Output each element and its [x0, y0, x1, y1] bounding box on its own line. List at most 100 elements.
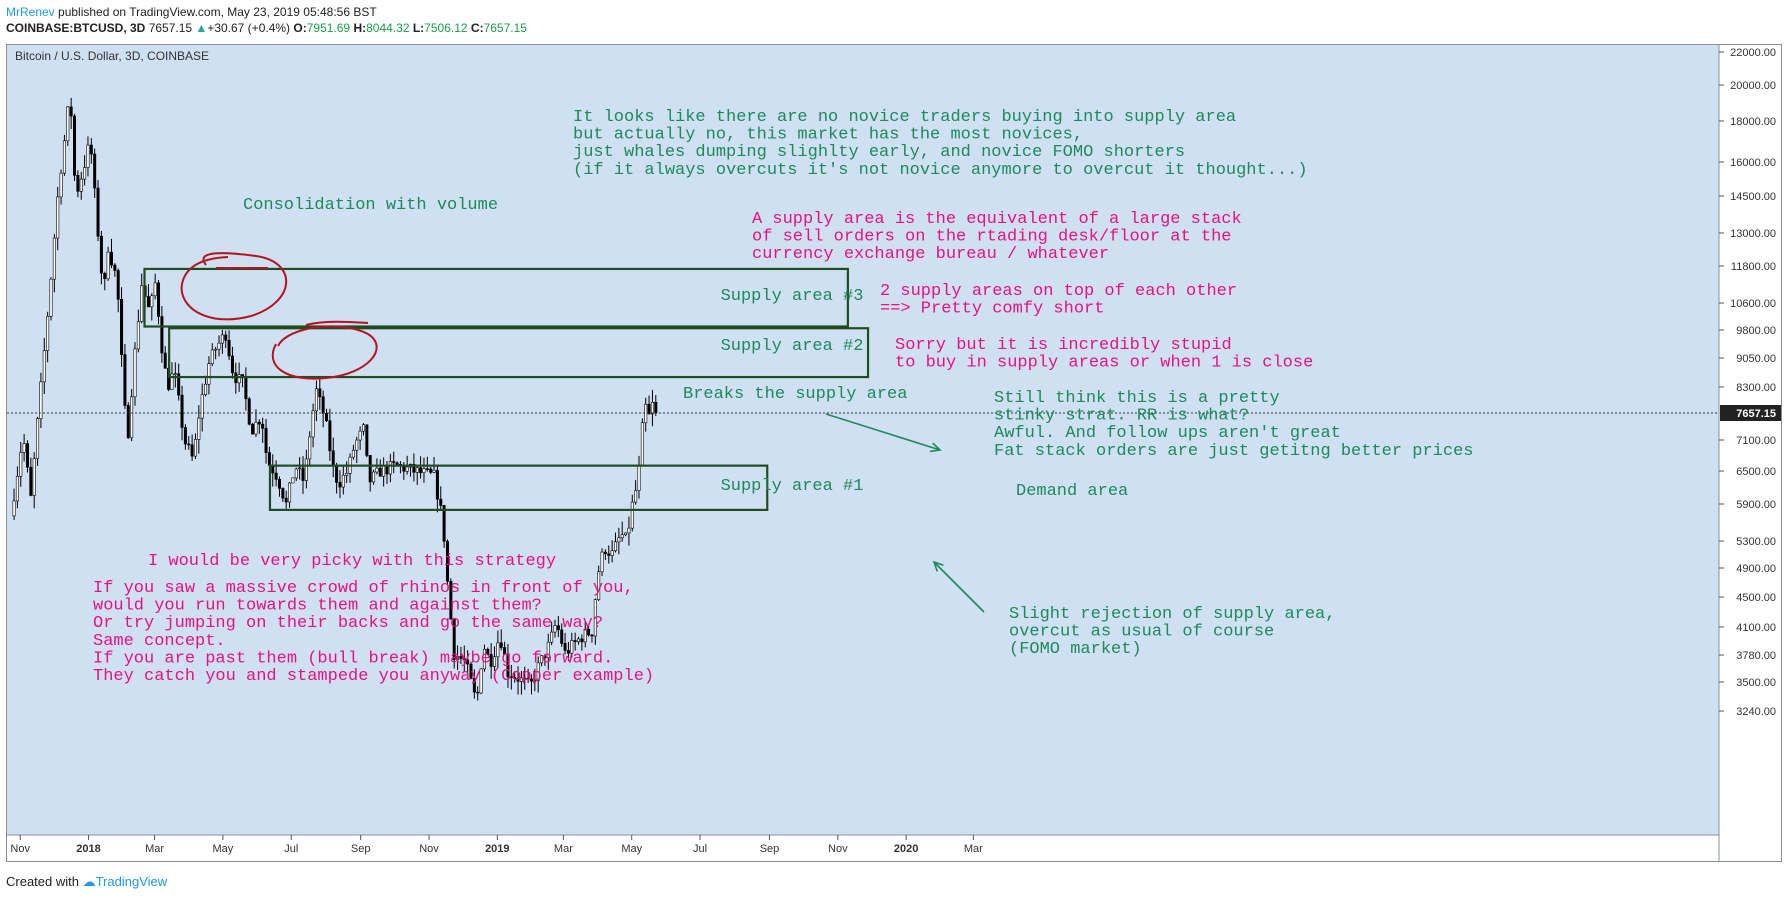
- candle-body: [630, 501, 634, 529]
- candle-body: [59, 172, 63, 198]
- candle-body: [267, 452, 271, 466]
- candle-body: [335, 465, 339, 483]
- candle-body: [536, 662, 540, 681]
- x-tick-label: 2020: [894, 843, 918, 855]
- candle-body: [499, 642, 503, 648]
- y-tick-label: 3500.00: [1736, 677, 1776, 689]
- candle-body: [217, 342, 221, 350]
- candle-body: [281, 488, 285, 499]
- candle-body: [321, 396, 325, 414]
- candle-body: [476, 691, 480, 694]
- candle-body: [425, 468, 429, 470]
- y-tick-label: 5900.00: [1736, 499, 1776, 511]
- x-tick-label: 2019: [485, 843, 509, 855]
- candle-body: [96, 187, 100, 237]
- plot-background: [7, 45, 1719, 835]
- candle-body: [103, 272, 107, 280]
- annotation-rhinos: They catch you and stampede you anyway (…: [93, 667, 654, 686]
- candle-body: [395, 462, 399, 465]
- candle-body: [341, 474, 345, 488]
- candle-body: [415, 467, 419, 473]
- candle-body: [513, 677, 517, 679]
- candle-body: [392, 461, 396, 464]
- y-tick-label: 5300.00: [1736, 536, 1776, 548]
- candle-body: [109, 251, 113, 266]
- candle-body: [106, 251, 110, 280]
- candle-body: [157, 282, 161, 317]
- candle-body: [570, 640, 574, 654]
- x-tick-label: 2018: [76, 843, 100, 855]
- candle-body: [573, 640, 577, 643]
- candle-body: [509, 676, 513, 679]
- candle-body: [207, 363, 211, 385]
- candle-body: [314, 388, 318, 412]
- open-label: O:: [290, 21, 307, 35]
- candle-body: [355, 439, 359, 451]
- candle-body: [69, 106, 73, 117]
- candle-body: [603, 551, 607, 555]
- candle-body: [56, 196, 60, 239]
- axis-background: [1719, 45, 1781, 861]
- footer: Created with ☁TradingView: [6, 874, 167, 890]
- candle-body: [479, 668, 483, 694]
- candle-body: [566, 650, 570, 654]
- x-tick-label: Nov: [10, 843, 30, 855]
- candle-body: [277, 479, 281, 489]
- x-tick-label: Nov: [828, 843, 848, 855]
- candle-body: [183, 427, 187, 445]
- y-tick-label: 22000.00: [1730, 47, 1776, 59]
- candle-body: [214, 348, 218, 351]
- last-price-label: 7657.15: [1736, 408, 1776, 420]
- y-tick-label: 4900.00: [1736, 563, 1776, 575]
- candle-body: [365, 424, 369, 456]
- annotation-rhinos: If you are past them (bull break) maybe …: [93, 649, 613, 668]
- supply-area-3-box: [143, 267, 849, 328]
- tradingview-logo-icon[interactable]: ☁: [82, 874, 96, 889]
- candle-body: [220, 334, 224, 344]
- candle-body: [640, 422, 644, 466]
- candle-body: [197, 417, 201, 440]
- candle-body: [361, 424, 365, 432]
- y-tick-label: 10600.00: [1730, 298, 1776, 310]
- candle-body: [318, 388, 322, 398]
- candle-body: [22, 443, 26, 453]
- annotation-breaks: Breaks the supply area: [683, 385, 907, 404]
- candle-body: [133, 348, 137, 398]
- demand-area-label: Demand area: [1016, 482, 1128, 501]
- x-tick-label: Jul: [284, 843, 298, 855]
- candle-body: [482, 648, 486, 670]
- annotation-novice-traders: (if it always overcuts it's not novice a…: [573, 161, 1308, 180]
- candle-body: [489, 654, 493, 667]
- author-name[interactable]: MrRenev: [6, 5, 55, 19]
- candle-body: [76, 175, 80, 192]
- annotation-novice-traders: It looks like there are no novice trader…: [573, 108, 1236, 127]
- annotation-sorry: Sorry but it is incredibly stupid: [895, 336, 1232, 355]
- candle-body: [311, 410, 315, 438]
- candle-body: [405, 466, 409, 472]
- y-tick-label: 3780.00: [1736, 650, 1776, 662]
- candle-body: [529, 678, 533, 682]
- candle-body: [543, 655, 547, 658]
- annotation-still-think: stinky strat. RR is what?: [994, 407, 1249, 426]
- candle-body: [25, 443, 29, 468]
- y-tick-label: 4100.00: [1736, 622, 1776, 634]
- candle-body: [378, 467, 382, 477]
- candle-body: [503, 647, 507, 655]
- candle-body: [66, 106, 70, 142]
- price-chart[interactable]: Supply area #3 Supply area #2 Supply area …: [6, 44, 1782, 862]
- y-tick-label: 3240.00: [1736, 706, 1776, 718]
- candle-body: [62, 140, 66, 174]
- annotation-supply-definition: currency exchange bureau / whatever: [752, 245, 1109, 264]
- arrow-breaks: [825, 413, 941, 451]
- candle-body: [42, 350, 46, 383]
- candle-body: [136, 321, 140, 350]
- footer-brand[interactable]: TradingView: [95, 874, 168, 889]
- annotation-two-areas: 2 supply areas on top of each other: [880, 282, 1237, 301]
- candle-body: [284, 497, 288, 503]
- low-value: 7506.12: [424, 21, 468, 35]
- high-label: H:: [350, 21, 367, 35]
- y-tick-label: 4500.00: [1736, 592, 1776, 604]
- annotation-picky: I would be very picky with this strategy: [148, 552, 556, 571]
- candle-body: [435, 469, 439, 500]
- candle-body: [607, 553, 611, 556]
